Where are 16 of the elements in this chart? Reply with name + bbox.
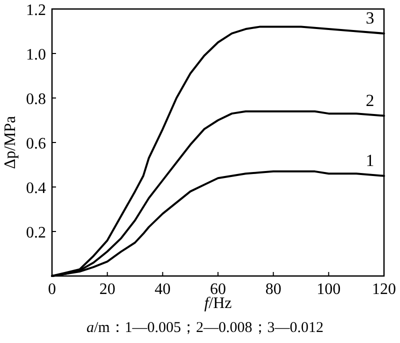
x-tick-label: 60 [210,281,226,298]
x-tick-label: 100 [316,281,341,298]
x-tick-label: 20 [99,281,116,298]
x-axis-title: f/Hz [204,295,232,312]
y-tick-label: 0.4 [26,180,46,197]
y-tick-label: 0.6 [26,136,46,152]
x-tick-label: 40 [154,281,171,298]
y-tick-label: 1.0 [26,46,46,64]
text: a/m：1—0.005；2—0.008；3—0.012 [86,320,324,336]
y-axis-title: Δp/MPa [2,116,19,169]
x-tick-label: 80 [265,281,282,298]
x-tick-label: 0 [48,281,56,298]
x-tick-label: 120 [372,281,396,298]
y-tick-label: 1.2 [26,2,46,19]
y-tick-label: 0.2 [26,224,46,242]
y-tick-label: 0.8 [26,91,46,108]
